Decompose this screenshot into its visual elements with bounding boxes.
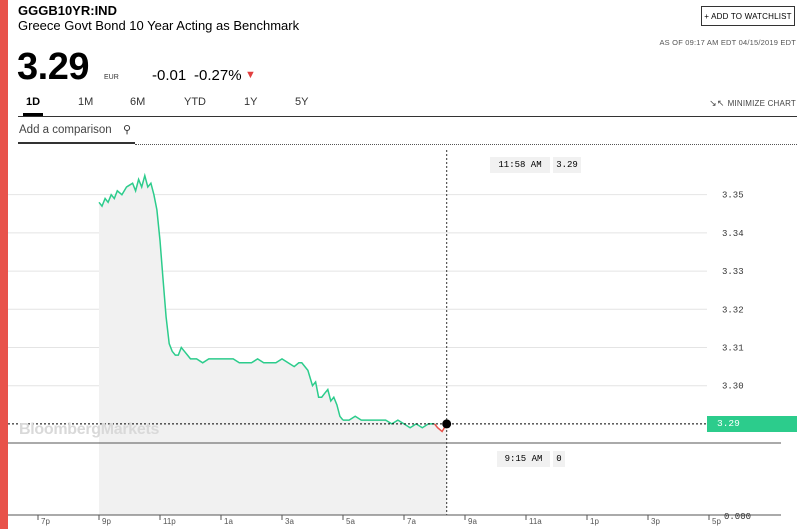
- as-of-timestamp: AS OF 09:17 AM EDT 04/15/2019 EDT: [659, 38, 796, 47]
- x-tick-label: 1a: [224, 517, 233, 526]
- price-line-up: [98, 172, 344, 421]
- x-tick-label: 5a: [346, 517, 355, 526]
- x-tick-label: 3a: [285, 517, 294, 526]
- crosshair-dot: [442, 419, 452, 429]
- x-tick-label: 3p: [651, 517, 660, 526]
- price-change-percent: -0.27%: [194, 67, 242, 84]
- x-tick-label: 5p: [712, 517, 721, 526]
- search-icon[interactable]: ⚲: [123, 124, 132, 136]
- y-tick-label: 3.31: [722, 343, 744, 353]
- tab-5y[interactable]: 5Y: [295, 96, 309, 108]
- tab-1d[interactable]: 1D: [22, 96, 44, 116]
- y-tick-label: 3.30: [722, 382, 744, 392]
- divider: [135, 144, 797, 145]
- minimize-icon: ↘↖: [709, 98, 725, 108]
- x-tick-label: 7a: [407, 517, 416, 526]
- accent-bar: [0, 0, 8, 529]
- range-tabs: 1D 1M 6M YTD 1Y 5Y: [18, 96, 797, 117]
- crosshair-time-label: 11:58 AM: [490, 157, 550, 173]
- minimize-chart-button[interactable]: ↘↖ MINIMIZE CHART: [709, 98, 796, 109]
- last-value-badge: 3.29: [707, 415, 797, 432]
- tab-6m[interactable]: 6M: [130, 96, 146, 108]
- last-price: 3.29: [17, 46, 89, 88]
- volume-axis-label: 0.000: [724, 512, 751, 522]
- x-tick-label: 1p: [590, 517, 599, 526]
- x-tick-label: 9a: [468, 517, 477, 526]
- y-tick-label: 3.34: [722, 229, 744, 239]
- ticker-symbol: GGGB10YR:IND: [18, 3, 117, 18]
- price-line-flat: [343, 415, 435, 429]
- crosshair-value-label: 3.29: [553, 157, 581, 173]
- security-name: Greece Govt Bond 10 Year Acting as Bench…: [18, 18, 300, 33]
- y-tick-label: 3.33: [722, 267, 744, 277]
- price-change: -0.01: [152, 67, 187, 84]
- x-tick-label: 9p: [102, 517, 111, 526]
- x-tick-label: 11a: [529, 517, 542, 526]
- minimize-label: MINIMIZE CHART: [727, 99, 796, 108]
- x-tick-label: 7p: [41, 517, 50, 526]
- x-ticks: 7p 9p 11p 1a 3a 5a 7a 9a 11a 1p 3p 5p: [37, 515, 721, 526]
- comparison-placeholder: Add a comparison: [19, 124, 112, 136]
- y-tick-labels: 3.30 3.31 3.32 3.33 3.34 3.35: [722, 191, 744, 392]
- comparison-input[interactable]: Add a comparison ⚲: [18, 120, 135, 144]
- y-tick-label: 3.35: [722, 191, 744, 201]
- down-arrow-icon: ▼: [245, 69, 256, 81]
- volume-time-label: 9:15 AM: [497, 451, 550, 467]
- tab-1m[interactable]: 1M: [78, 96, 94, 108]
- tab-1y[interactable]: 1Y: [244, 96, 258, 108]
- price-area: [99, 175, 447, 515]
- volume-value-label: 0: [553, 451, 565, 467]
- tab-ytd[interactable]: YTD: [184, 96, 206, 108]
- currency-label: EUR: [104, 74, 119, 81]
- add-to-watchlist-button[interactable]: + ADD TO WATCHLIST: [701, 6, 795, 26]
- x-tick-label: 11p: [163, 517, 176, 526]
- y-tick-label: 3.32: [722, 305, 744, 315]
- brand-watermark: BloombergMarkets: [19, 421, 160, 438]
